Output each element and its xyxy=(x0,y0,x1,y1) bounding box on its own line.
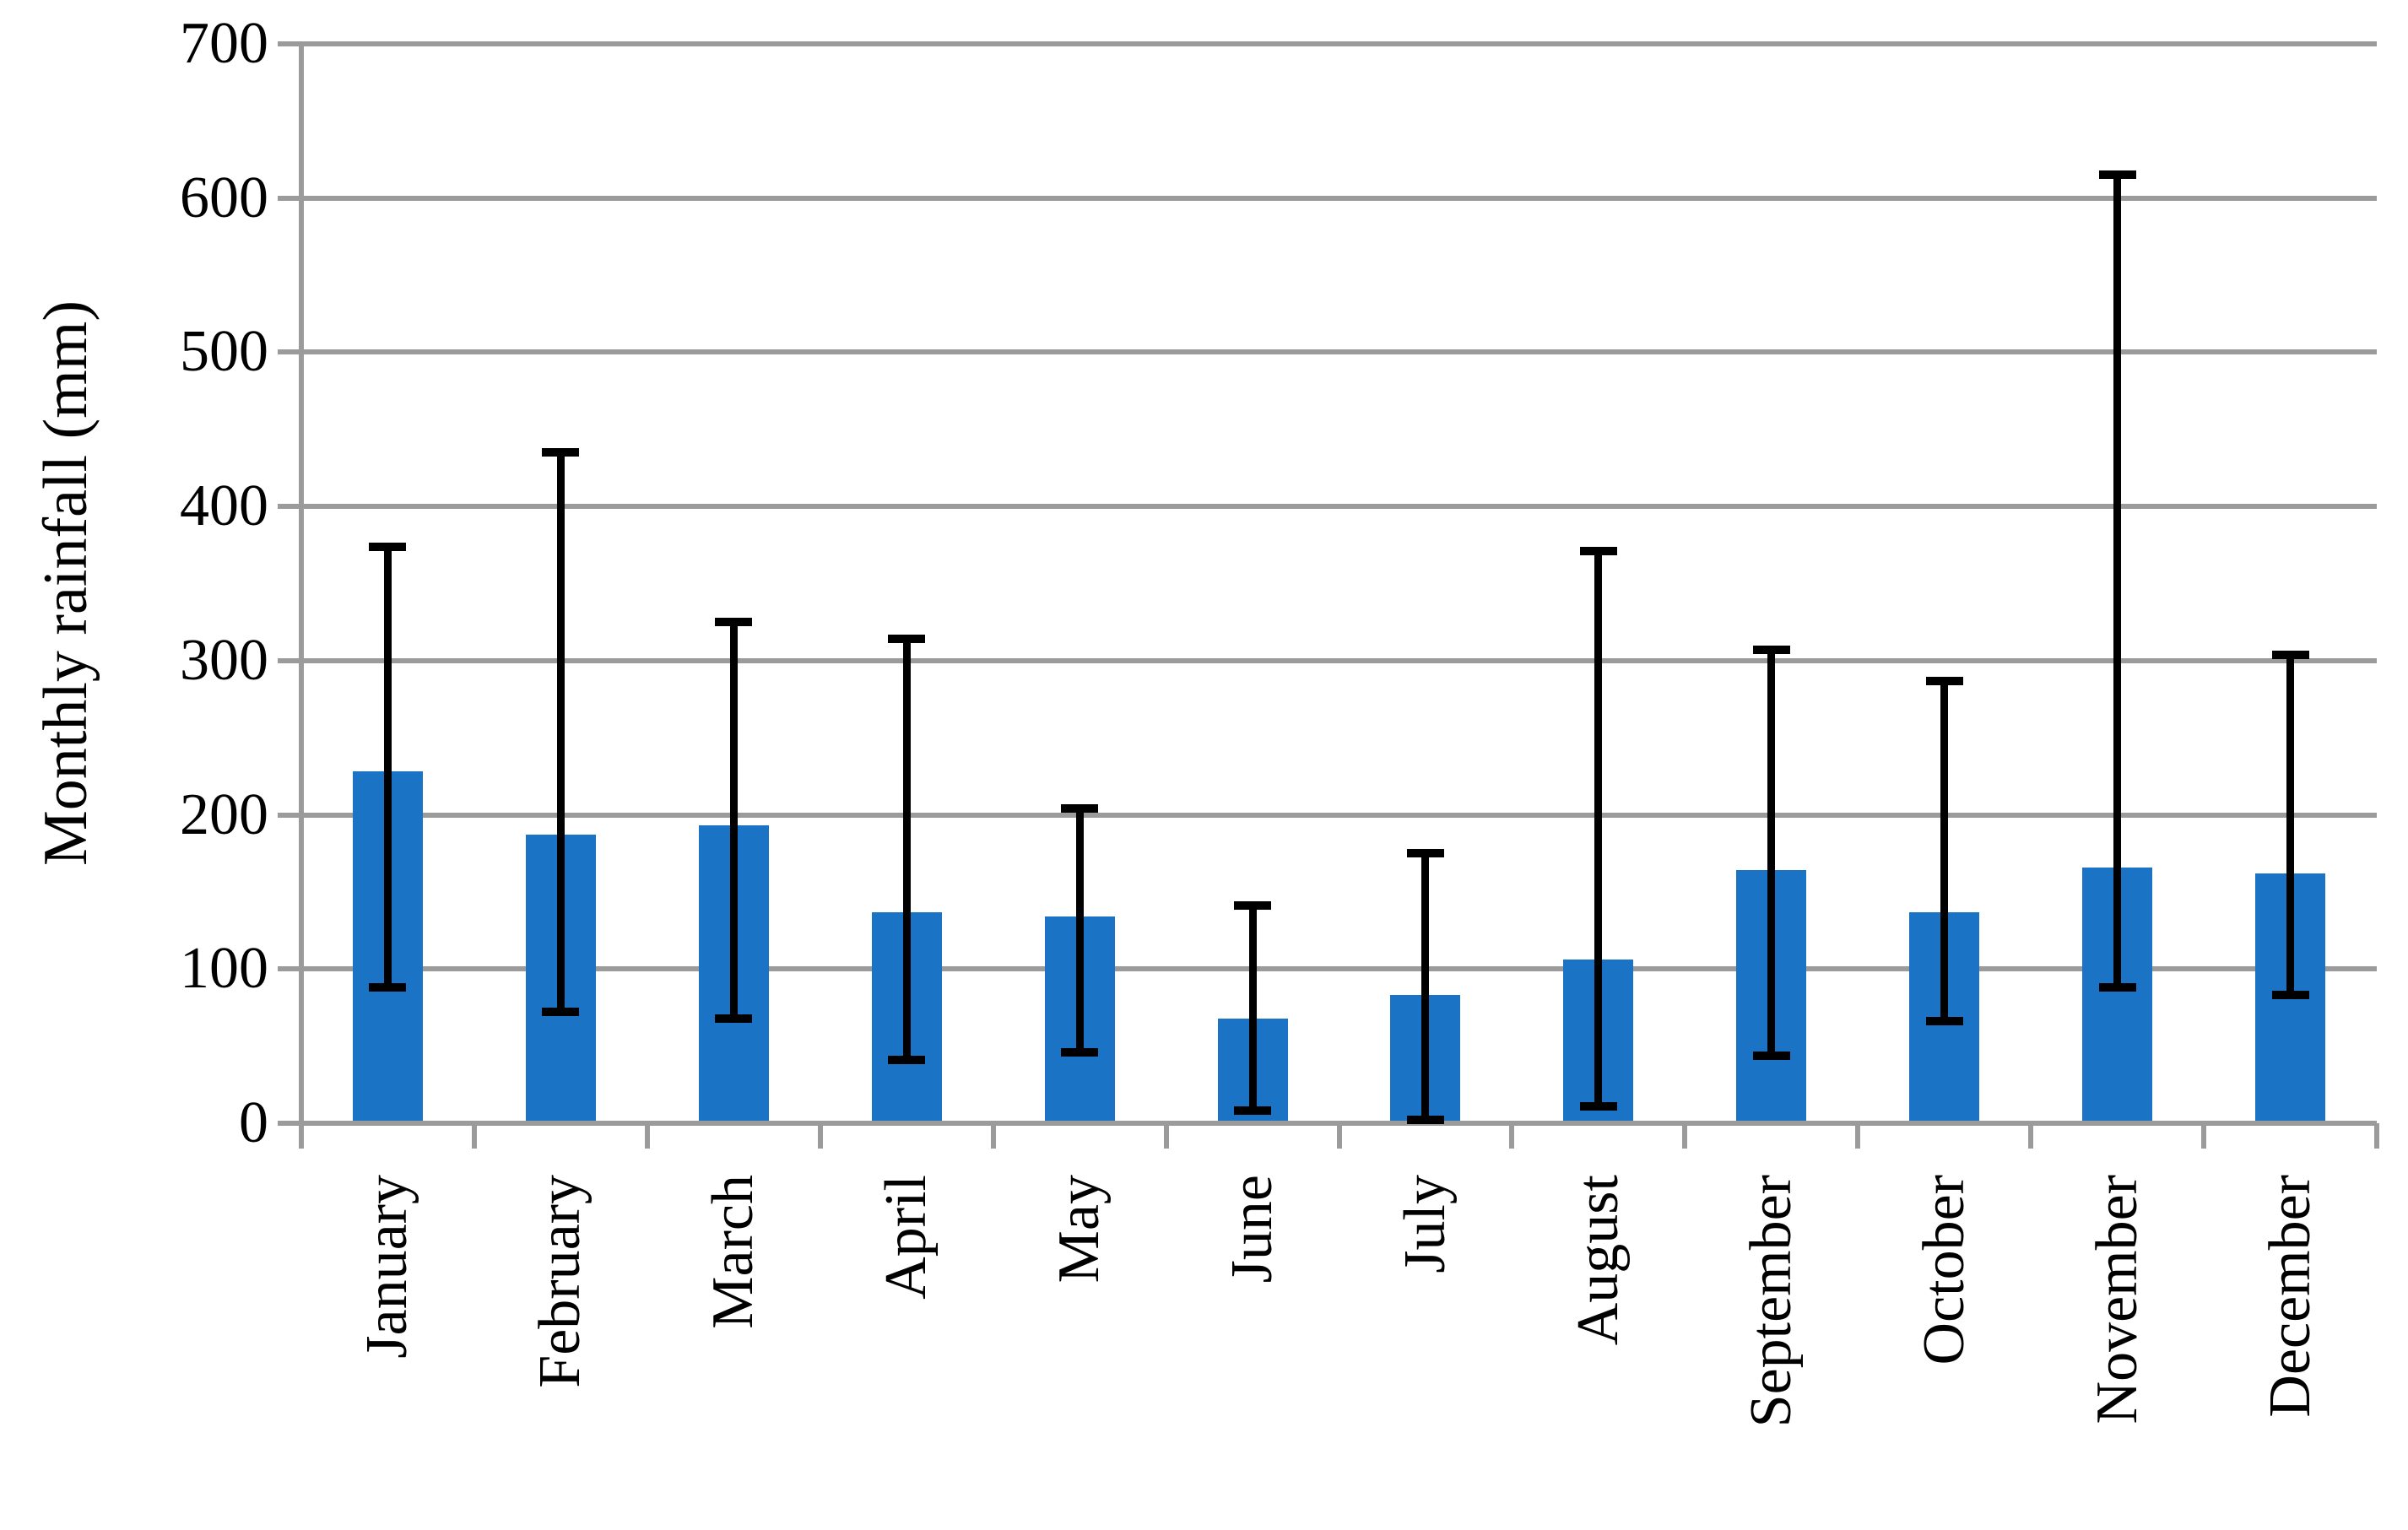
y-tick-label-200: 200 xyxy=(180,781,268,847)
y-axis-tick-700 xyxy=(278,41,301,46)
gridline-600 xyxy=(301,195,2377,201)
gridline-200 xyxy=(301,812,2377,818)
y-axis-tick-400 xyxy=(278,504,301,510)
y-axis-tick-500 xyxy=(278,349,301,355)
y-axis-tick-300 xyxy=(278,657,301,663)
error-bar-line-november xyxy=(2113,175,2122,988)
x-axis-tick-0 xyxy=(299,1123,304,1149)
y-tick-label-100: 100 xyxy=(180,936,268,1002)
month-label-june: June xyxy=(1220,1175,1285,1284)
error-bar-cap-bottom-january xyxy=(369,983,407,992)
error-bar-line-january xyxy=(383,546,392,988)
error-bar-cap-top-may xyxy=(1061,804,1099,814)
error-bar-line-august xyxy=(1594,551,1603,1106)
error-bar-cap-bottom-july xyxy=(1406,1116,1444,1125)
error-bar-cap-top-april xyxy=(888,635,926,644)
month-label-december: December xyxy=(2257,1175,2323,1418)
error-bar-line-june xyxy=(1248,906,1257,1111)
gridline-500 xyxy=(301,349,2377,355)
error-bar-cap-top-october xyxy=(1925,676,1963,685)
y-tick-label-700: 700 xyxy=(180,11,268,76)
error-bar-cap-bottom-may xyxy=(1061,1047,1099,1057)
gridline-700 xyxy=(301,41,2377,46)
month-label-january: January xyxy=(354,1175,420,1359)
error-bar-cap-bottom-august xyxy=(1579,1101,1617,1111)
y-axis-tick-200 xyxy=(278,812,301,818)
month-label-november: November xyxy=(2084,1175,2150,1425)
y-tick-label-300: 300 xyxy=(180,627,268,693)
y-tick-label-0: 0 xyxy=(239,1090,268,1155)
error-bar-cap-bottom-march xyxy=(715,1014,753,1023)
month-label-may: May xyxy=(1047,1175,1112,1284)
month-label-february: February xyxy=(528,1175,593,1388)
x-axis-tick-9 xyxy=(1855,1123,1861,1149)
x-axis-tick-2 xyxy=(644,1123,650,1149)
error-bar-cap-top-january xyxy=(369,542,407,551)
error-bar-cap-top-december xyxy=(2271,650,2309,659)
error-bar-cap-bottom-december xyxy=(2271,991,2309,1000)
error-bar-cap-top-june xyxy=(1234,901,1272,911)
month-label-july: July xyxy=(1392,1175,1458,1273)
error-bar-line-october xyxy=(1940,680,1949,1022)
gridline-100 xyxy=(301,966,2377,972)
gridline-400 xyxy=(301,504,2377,510)
error-bar-line-may xyxy=(1075,808,1084,1052)
x-axis-line xyxy=(278,1121,2377,1126)
x-axis-tick-7 xyxy=(1509,1123,1515,1149)
error-bar-line-july xyxy=(1421,853,1430,1121)
y-tick-label-400: 400 xyxy=(180,473,268,539)
error-bar-line-february xyxy=(556,452,565,1013)
error-bar-line-september xyxy=(1767,650,1776,1056)
x-axis-tick-6 xyxy=(1336,1123,1342,1149)
month-label-august: August xyxy=(1565,1175,1631,1346)
error-bar-cap-bottom-november xyxy=(2098,983,2136,992)
y-tick-label-500: 500 xyxy=(180,319,268,385)
y-axis-tick-600 xyxy=(278,195,301,201)
error-bar-cap-top-february xyxy=(542,448,580,457)
error-bar-cap-top-september xyxy=(1752,646,1790,655)
error-bar-cap-bottom-september xyxy=(1752,1051,1790,1060)
error-bar-line-march xyxy=(729,622,738,1019)
x-axis-tick-10 xyxy=(2028,1123,2034,1149)
error-bar-cap-top-july xyxy=(1406,849,1444,858)
error-bar-cap-bottom-february xyxy=(542,1008,580,1017)
error-bar-cap-top-august xyxy=(1579,547,1617,556)
x-axis-tick-12 xyxy=(2374,1123,2379,1149)
gridline-300 xyxy=(301,657,2377,663)
error-bar-cap-top-november xyxy=(2098,170,2136,180)
y-axis-line xyxy=(299,41,304,1149)
x-axis-tick-8 xyxy=(1682,1123,1688,1149)
x-axis-tick-4 xyxy=(990,1123,996,1149)
x-axis-tick-5 xyxy=(1163,1123,1169,1149)
month-label-april: April xyxy=(874,1175,939,1300)
error-bar-cap-bottom-april xyxy=(888,1056,926,1065)
x-axis-tick-3 xyxy=(817,1123,823,1149)
error-bar-cap-bottom-october xyxy=(1925,1017,1963,1026)
month-label-october: October xyxy=(1911,1175,1977,1365)
x-axis-tick-1 xyxy=(471,1123,477,1149)
x-axis-tick-11 xyxy=(2201,1123,2207,1149)
month-label-september: September xyxy=(1738,1175,1804,1428)
error-bar-cap-top-march xyxy=(715,618,753,627)
error-bar-cap-bottom-june xyxy=(1234,1106,1272,1116)
y-tick-label-600: 600 xyxy=(180,165,268,230)
month-label-march: March xyxy=(701,1175,766,1329)
error-bar-line-april xyxy=(902,639,911,1061)
y-axis-tick-100 xyxy=(278,966,301,972)
error-bar-line-december xyxy=(2286,654,2295,996)
